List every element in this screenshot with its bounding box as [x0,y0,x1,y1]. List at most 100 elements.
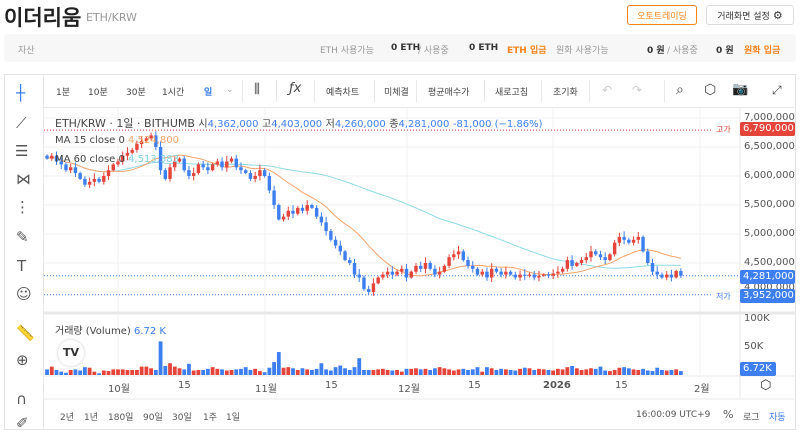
tradingview-logo[interactable]: TV [58,340,84,366]
candle-body [201,164,205,168]
trendline-icon[interactable]: ⟋ [16,114,27,132]
krw-available-label: 원화 사용가능 [556,46,609,56]
volume-bar [475,367,480,375]
candle-body [121,155,125,162]
indicator-icon[interactable]: ƒx [289,81,302,96]
volume-bar [437,367,442,375]
text-icon[interactable]: T [17,257,27,275]
eth-deposit-link[interactable]: ETH 입금 [507,46,547,56]
volume-bar [574,368,579,375]
interval-30m[interactable]: 30분 [126,88,146,98]
volume-bar [518,368,522,375]
ma60-value: 4,513,383 [128,154,179,165]
clock[interactable]: 16:00:09 UTC+9 [636,410,711,420]
range-1y[interactable]: 1년 [84,413,99,423]
forecast-chart-button[interactable]: 예측차트 [326,88,360,98]
ma15-legend[interactable]: MA 15 close 0 4,524,800 [55,135,179,146]
camera-icon[interactable]: 📷 [732,82,749,97]
fib-icon[interactable]: ☰ [15,142,29,160]
pattern-icon[interactable]: ⋈ [16,170,31,188]
brush-icon[interactable]: ✎ [16,228,29,246]
volume-label: 거래량 (Volume) [55,326,131,337]
candle-body [300,207,305,211]
pencil-icon[interactable]: ✐ [16,414,29,432]
candle-body [603,257,607,261]
axis-settings-icon[interactable]: ⬡ [760,378,772,393]
candle-body [253,176,257,179]
magnet-icon[interactable]: ∩ [16,390,27,408]
chevron-down-icon[interactable]: ⌄ [226,85,234,95]
range-30d[interactable]: 30일 [172,413,192,423]
low-value: 4,260,000 [334,119,386,130]
settings-hex-icon[interactable]: ⬡ [704,82,717,98]
percent-toggle[interactable]: % [723,408,734,421]
projection-icon[interactable]: ⋮ [15,198,30,216]
range-90d[interactable]: 90일 [143,413,163,423]
volume-bar [390,370,395,375]
undo-icon[interactable]: ↶ [602,83,613,97]
volume-bar [295,369,300,375]
redo-icon[interactable]: ↷ [632,83,643,97]
volume-bar [343,368,347,375]
volume-bar [584,369,589,375]
price-tick: 6,500,000 [744,141,795,152]
volume-bar [262,372,267,375]
zoom-in-icon[interactable]: ⊕ [16,351,29,369]
candle-body [414,265,418,272]
interval-10m[interactable]: 10분 [88,88,108,98]
interval-1h[interactable]: 1시간 [162,88,185,98]
refresh-button[interactable]: 새로고침 [495,88,529,98]
log-toggle[interactable]: 로그 [743,413,760,423]
range-1d[interactable]: 1일 [226,413,241,423]
candle-body [69,167,73,171]
interval-day[interactable]: 일 [204,88,213,98]
autotrade-button[interactable]: 오토트레이딩 [627,5,697,25]
volume-bar [45,369,49,375]
volume-bar [120,369,125,375]
candle-type-icon[interactable]: ⫼ [254,82,260,97]
krw-deposit-link[interactable]: 원화 입금 [744,46,781,56]
emoji-icon[interactable]: ☺ [16,285,32,303]
volume-bar [508,369,513,375]
candle-body [594,251,598,255]
crosshair-icon[interactable]: ┼ [16,84,26,102]
interval-1m[interactable]: 1분 [56,88,71,98]
volume-bar [267,367,272,375]
settings-button[interactable]: 거래화면 설정 ⚙ [706,5,794,25]
volume-bar [229,369,234,375]
candle-body [664,274,669,278]
volume-bar [168,363,172,375]
time-tick: 11월 [255,384,277,395]
candle-body [612,242,617,255]
alert-icon[interactable]: ⌕ [676,82,684,98]
volume-bar [612,369,617,375]
close-label: 종 [389,119,399,130]
range-1w[interactable]: 1주 [203,413,218,423]
candle-body [310,205,314,208]
range-180d[interactable]: 180일 [108,413,134,423]
time-tick: 15 [178,380,191,391]
candle-body [504,271,508,275]
candle-body [499,271,503,275]
candle-body [584,257,588,261]
reset-button[interactable]: 초기화 [553,88,578,98]
auto-toggle[interactable]: 자동 [769,413,786,423]
candle-body [97,178,101,182]
volume-bar [551,370,556,375]
volume-tick: 50K [744,341,764,352]
volume-bar [466,369,470,375]
volume-bar [541,369,546,375]
open-orders-button[interactable]: 미체결 [384,88,409,98]
fullscreen-icon[interactable]: ⤢ [772,83,782,97]
ruler-icon[interactable]: 📏 [16,324,35,342]
price-tick: 4,500,000 [744,257,795,268]
ma60-legend[interactable]: MA 60 close 0 4,513,383 [55,154,179,165]
eth-available-label: ETH 사용가능 [320,46,374,56]
range-2y[interactable]: 2년 [60,413,75,423]
avg-price-button[interactable]: 평균매수가 [428,88,470,98]
time-tick: 2026 [543,380,571,391]
volume-bar [352,367,357,375]
candle-body [480,271,484,275]
volume-bar [328,370,333,375]
